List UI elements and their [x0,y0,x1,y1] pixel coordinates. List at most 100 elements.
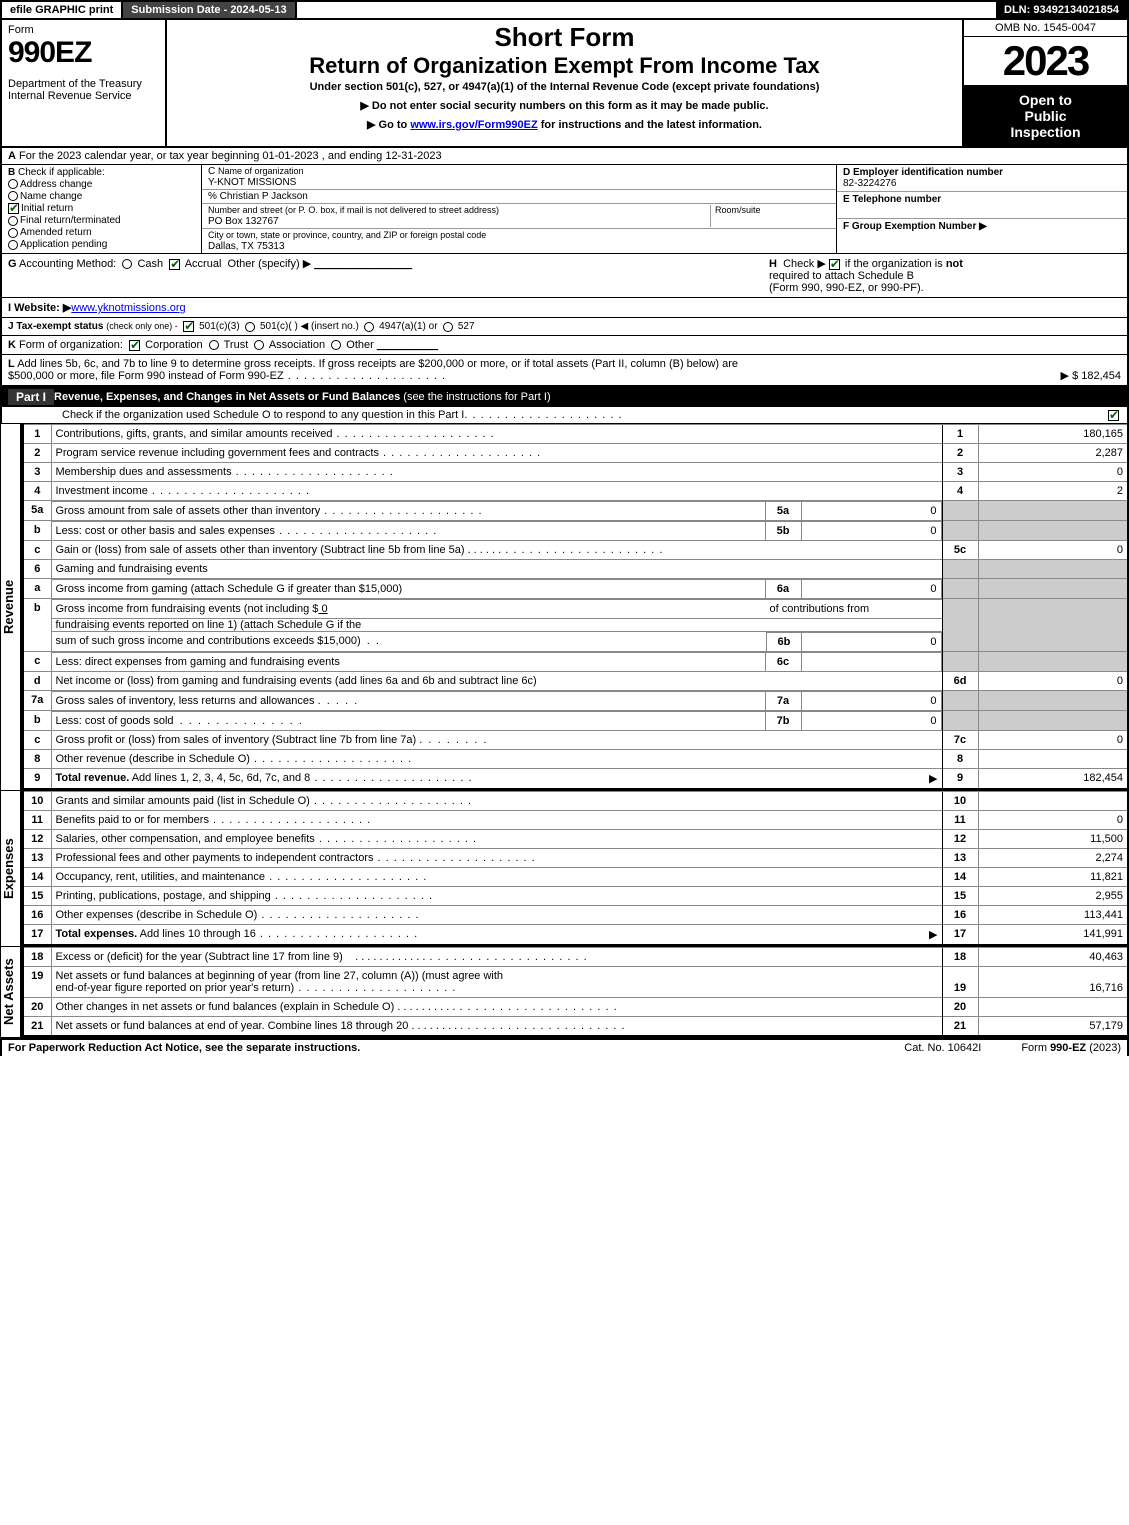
line-6d: dNet income or (loss) from gaming and fu… [23,672,1128,691]
open-line-2: Public [968,108,1123,124]
check-initial-return-text: Initial return [21,203,73,214]
label-a: A [8,150,16,162]
net-assets-table: 18Excess or (deficit) for the year (Subt… [22,947,1129,1037]
row-k: K Form of organization: Corporation Trus… [8,339,438,351]
line-13: 13Professional fees and other payments t… [23,849,1128,868]
net-assets-section: Net Assets 18Excess or (deficit) for the… [0,947,1129,1039]
radio-527[interactable] [443,322,453,332]
line-6a: aGross income from gaming (attach Schedu… [23,579,1128,599]
instructions-link[interactable]: www.irs.gov/Form990EZ [410,119,537,131]
part-1-sub: Check if the organization used Schedule … [0,407,1129,424]
check-501c3[interactable] [183,321,194,332]
dln-value: DLN: 93492134021854 [996,2,1127,18]
room-suite-label: Room/suite [715,205,761,215]
label-b: B [8,167,15,178]
opt-other-org: Other [346,339,374,351]
line-3: 3Membership dues and assessments30 [23,463,1128,482]
row-j: J Tax-exempt status (check only one) - 5… [8,321,475,332]
radio-501c[interactable] [245,322,255,332]
row-a-text: For the 2023 calendar year, or tax year … [19,150,442,162]
link-suffix: for instructions and the latest informat… [538,119,762,131]
check-schedule-o-part1[interactable] [1108,410,1119,421]
expenses-table: 10Grants and similar amounts paid (list … [22,791,1129,946]
line-6: 6Gaming and fundraising events [23,560,1128,579]
label-g: G [8,258,17,270]
row-h-text2: if the organization is [845,258,943,270]
revenue-section: Revenue 1Contributions, gifts, grants, a… [0,424,1129,791]
footer-form-ref: Form 990-EZ (2023) [1021,1042,1121,1054]
row-h-text1: Check ▶ [783,258,826,270]
other-org-underline: __________ [377,339,438,351]
row-h-not: not [946,258,963,270]
department-label: Department of the Treasury Internal Reve… [8,78,159,102]
section-c: C Name of organization Y-KNOT MISSIONS %… [202,165,837,253]
header-right: OMB No. 1545-0047 2023 Open to Public In… [962,20,1127,146]
radio-trust[interactable] [209,340,219,350]
opt-corporation: Corporation [145,339,202,351]
part-1-sub-text: Check if the organization used Schedule … [62,409,464,421]
line-9: 9Total revenue. Add lines 1, 2, 3, 4, 5c… [23,769,1128,790]
section-bcdef: B Check if applicable: Address change Na… [0,165,1129,254]
radio-association[interactable] [254,340,264,350]
address-label: Number and street (or P. O. box, if mail… [208,205,499,215]
line-4: 4Investment income42 [23,482,1128,501]
row-h-text4: (Form 990, 990-EZ, or 990-PF). [769,282,924,294]
section-b-sub: Check if applicable: [18,167,105,178]
line-5c: cGain or (loss) from sale of assets othe… [23,541,1128,560]
website-link[interactable]: www.yknotmissions.org [71,302,185,314]
radio-cash[interactable] [122,259,132,269]
check-final-return[interactable]: Final return/terminated [8,215,195,226]
row-a-calendar-year: A For the 2023 calendar year, or tax yea… [0,148,1129,165]
form-title-1: Short Form [173,22,956,53]
check-name-change-text: Name change [20,191,82,202]
check-address-change[interactable]: Address change [8,179,195,190]
opt-association: Association [269,339,325,351]
line-6b: b Gross income from fundraising events (… [23,599,1128,652]
header-left: Form 990EZ Department of the Treasury In… [2,20,167,146]
label-h: H [769,258,777,270]
check-application-pending-text: Application pending [20,239,107,250]
check-initial-return[interactable]: Initial return [8,203,195,214]
line-7a: 7aGross sales of inventory, less returns… [23,691,1128,711]
line-19: 19Net assets or fund balances at beginni… [23,967,1128,998]
footer-form-bold: 990-EZ [1050,1042,1086,1054]
row-l-amount: ▶ $ 182,454 [981,369,1121,382]
row-l-text1: Add lines 5b, 6c, and 7b to line 9 to de… [17,358,738,370]
label-i: I [8,302,11,314]
radio-other-org[interactable] [331,340,341,350]
line-15: 15Printing, publications, postage, and s… [23,887,1128,906]
radio-4947[interactable] [364,322,374,332]
omb-number: OMB No. 1545-0047 [964,20,1127,37]
opt-4947: 4947(a)(1) or [379,321,437,332]
form-header: Form 990EZ Department of the Treasury In… [0,20,1129,148]
group-exemption-label: F Group Exemption Number ▶ [843,221,987,232]
other-underline: ________________ [314,258,412,270]
section-b: B Check if applicable: Address change Na… [2,165,202,253]
line-7b: bLess: cost of goods sold . . . . . . . … [23,711,1128,731]
page-footer: For Paperwork Reduction Act Notice, see … [0,1039,1129,1056]
label-l: L [8,358,15,370]
check-name-change[interactable]: Name change [8,191,195,202]
check-schedule-b[interactable] [829,259,840,270]
label-k: K [8,339,16,351]
revenue-side-label: Revenue [0,424,22,790]
check-accrual[interactable] [169,259,180,270]
form-org-label: Form of organization: [19,339,123,351]
open-public-box: Open to Public Inspection [964,86,1127,146]
efile-label: efile GRAPHIC print [2,2,123,18]
part-1-header: Part I Revenue, Expenses, and Changes in… [0,387,1129,407]
line-8: 8Other revenue (describe in Schedule O)8 [23,750,1128,769]
ein-label: D Employer identification number [843,167,1003,178]
line-20: 20Other changes in net assets or fund ba… [23,998,1128,1017]
submission-date: Submission Date - 2024-05-13 [123,2,296,18]
check-application-pending[interactable]: Application pending [8,239,195,250]
footer-cat-no: Cat. No. 10642I [904,1042,981,1054]
open-line-3: Inspection [968,124,1123,140]
check-amended-return[interactable]: Amended return [8,227,195,238]
check-corporation[interactable] [129,340,140,351]
accrual-label: Accrual [185,258,222,270]
opt-501c: 501(c)( ) ◀ (insert no.) [260,321,359,332]
label-c: C [208,166,215,177]
opt-501c3: 501(c)(3) [199,321,240,332]
form-title-2: Return of Organization Exempt From Incom… [173,53,956,79]
